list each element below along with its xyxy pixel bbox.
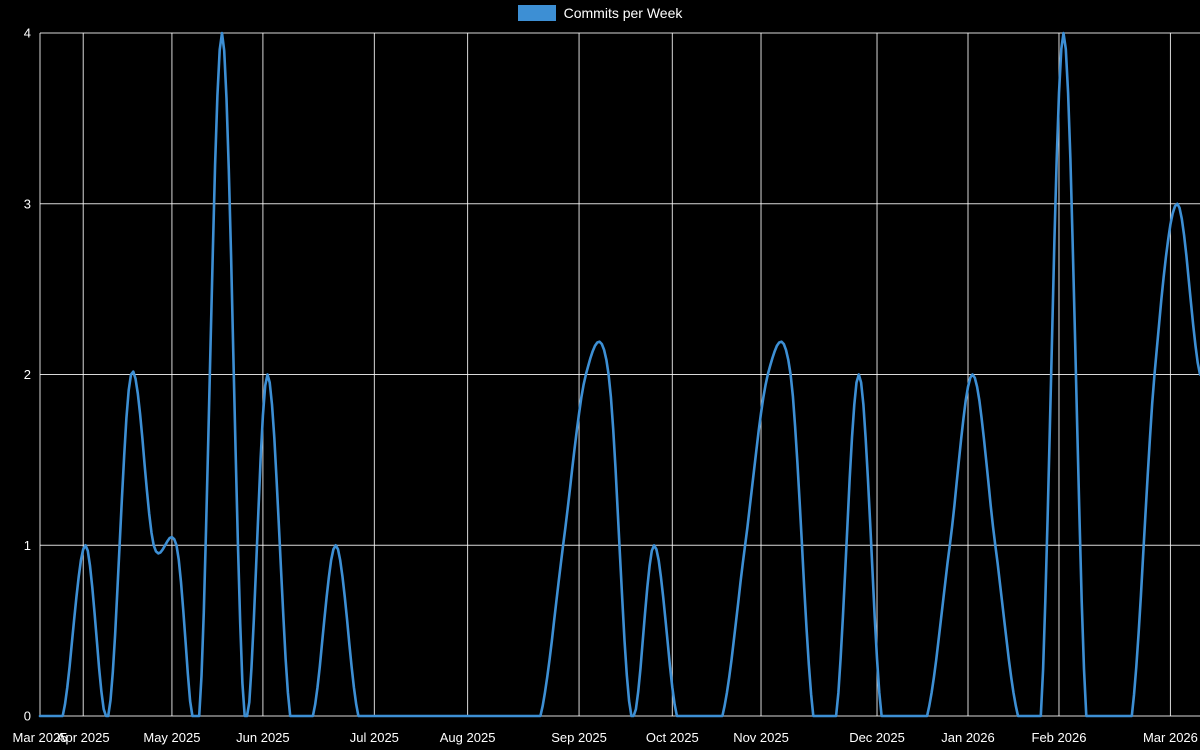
- x-axis-tick-label: Dec 2025: [849, 730, 905, 745]
- x-axis-tick-label: Sep 2025: [551, 730, 607, 745]
- legend-swatch-icon: [517, 5, 556, 21]
- commits-line-series: [38, 31, 1200, 718]
- legend-label: Commits per Week: [563, 5, 683, 21]
- x-axis-tick-label: Jul 2025: [350, 730, 399, 745]
- y-axis-tick-label: 2: [24, 367, 31, 382]
- x-axis-tick-label: Apr 2025: [57, 730, 110, 745]
- y-axis-tick-label: 4: [24, 26, 31, 41]
- y-axis-tick-label: 3: [24, 196, 31, 211]
- legend-item-commits-per-week[interactable]: Commits per Week: [517, 5, 683, 21]
- x-axis-tick-label: Mar 2025: [13, 730, 68, 745]
- x-axis-tick-label: Mar 2026: [1143, 730, 1198, 745]
- y-axis-tick-label: 0: [24, 709, 31, 724]
- x-axis-tick-label: Jun 2025: [236, 730, 290, 745]
- x-axis-tick-label: Jan 2026: [941, 730, 995, 745]
- x-axis-tick-label: Aug 2025: [440, 730, 496, 745]
- y-axis-tick-label: 1: [24, 538, 31, 553]
- x-axis-tick-label: Nov 2025: [733, 730, 789, 745]
- x-axis-tick-label: Feb 2026: [1032, 730, 1087, 745]
- x-axis-tick-label: May 2025: [143, 730, 200, 745]
- chart-legend: Commits per Week: [0, 5, 1200, 21]
- x-axis-tick-label: Oct 2025: [646, 730, 699, 745]
